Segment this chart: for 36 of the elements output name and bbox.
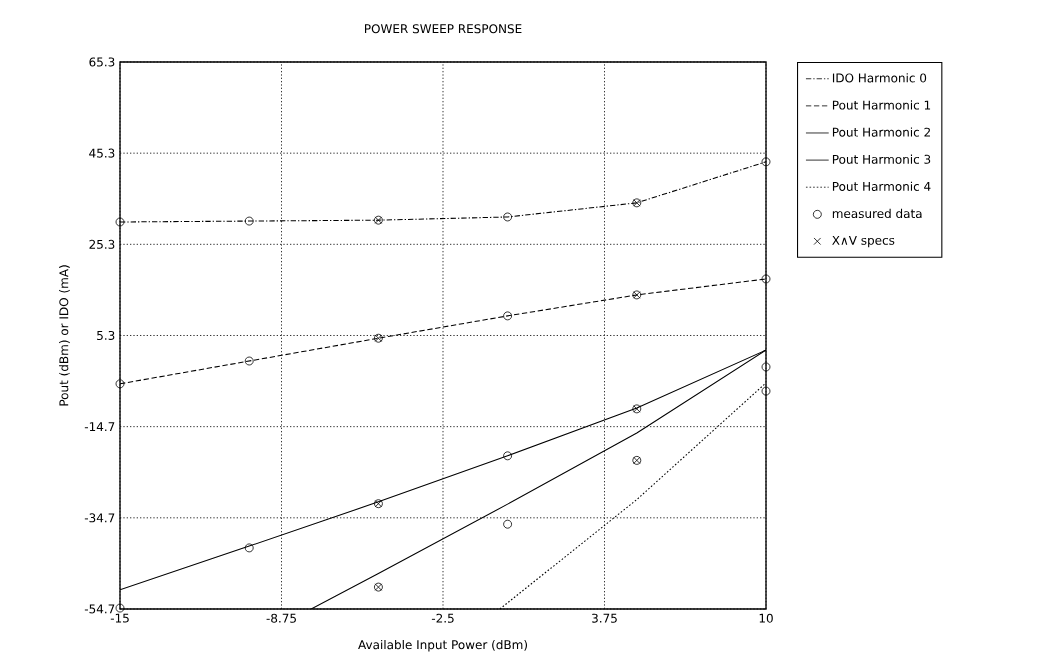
y-tick-label: 45.3 (89, 148, 115, 158)
point (244, 216, 254, 226)
point (244, 543, 254, 553)
y-tick-label: -54.7 (84, 604, 115, 614)
legend-label: Pout Harmonic 3 (832, 154, 931, 164)
point (115, 379, 125, 389)
point (761, 274, 771, 284)
point (761, 362, 771, 372)
point (761, 157, 771, 167)
x-tick-label: 3.75 (592, 613, 617, 623)
legend-label: Pout Harmonic 4 (832, 181, 931, 191)
point (503, 451, 513, 461)
y-tick-label: -34.7 (84, 513, 115, 523)
x-tick-label: -8.75 (266, 613, 296, 623)
point (503, 212, 513, 222)
legend-label: Pout Harmonic 2 (832, 127, 930, 137)
x-tick-label: -15 (110, 613, 129, 623)
x-axis-title: Available Input Power (dBm) (358, 639, 528, 652)
point (503, 311, 513, 321)
legend-label: X∧V specs (832, 235, 895, 248)
y-axis-title: Pout (dBm) or IDO (mA) (59, 265, 70, 406)
legend-label: measured data (832, 208, 922, 219)
point (503, 519, 513, 529)
y-tick-label: 65.3 (89, 57, 115, 67)
x-tick-label: -2.5 (431, 613, 454, 623)
legend-label: IDO Harmonic 0 (832, 73, 927, 83)
y-tick-label: -14.7 (84, 422, 115, 432)
point (761, 386, 771, 396)
legend-label: Pout Harmonic 1 (832, 100, 931, 110)
point (115, 603, 125, 613)
x-tick-label: 10 (759, 613, 773, 623)
chart-title: POWER SWEEP RESPONSE (364, 24, 522, 34)
y-tick-label: 25.3 (89, 239, 115, 249)
y-tick-label: 5.3 (97, 330, 115, 341)
point (115, 217, 125, 227)
point (244, 356, 254, 366)
